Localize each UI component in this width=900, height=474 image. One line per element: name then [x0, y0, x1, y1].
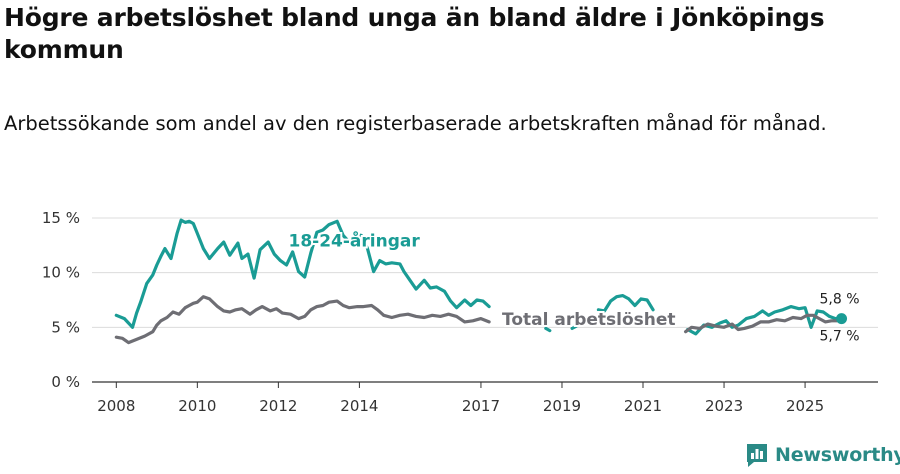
newsworthy-logo-icon: [747, 444, 767, 467]
end-value-label-youth: 5,8 %: [820, 291, 860, 307]
series-label-total: Total arbetslöshet: [502, 310, 676, 330]
newsworthy-logo-text: Newsworthy: [775, 444, 900, 466]
y-tick-label: 5 %: [51, 318, 80, 336]
x-tick-label: 2019: [543, 397, 581, 415]
x-tick-label: 2012: [259, 397, 297, 415]
x-tick-label: 2025: [786, 397, 824, 415]
x-tick-label: 2017: [462, 397, 500, 415]
y-tick-label: 15 %: [42, 209, 80, 227]
y-tick-label: 0 %: [51, 373, 80, 391]
series-line-total: [114, 295, 844, 345]
x-tick-label: 2023: [705, 397, 743, 415]
chart-subtitle: Arbetssökande som andel av den registerb…: [4, 112, 827, 135]
x-tick-label: 2021: [624, 397, 662, 415]
end-point-marker: [836, 313, 848, 325]
x-tick-label: 2010: [178, 397, 216, 415]
series-line-youth: [114, 218, 844, 336]
series-label-youth: 18-24-åringar: [289, 229, 421, 251]
x-tick-label: 2008: [97, 397, 135, 415]
y-tick-label: 10 %: [42, 264, 80, 282]
x-tick-label: 2014: [340, 397, 378, 415]
newsworthy-logo: Newsworthy: [745, 442, 900, 468]
end-value-label-total: 5,7 %: [820, 328, 860, 344]
chart-title: Högre arbetslöshet bland unga än bland ä…: [4, 3, 825, 64]
